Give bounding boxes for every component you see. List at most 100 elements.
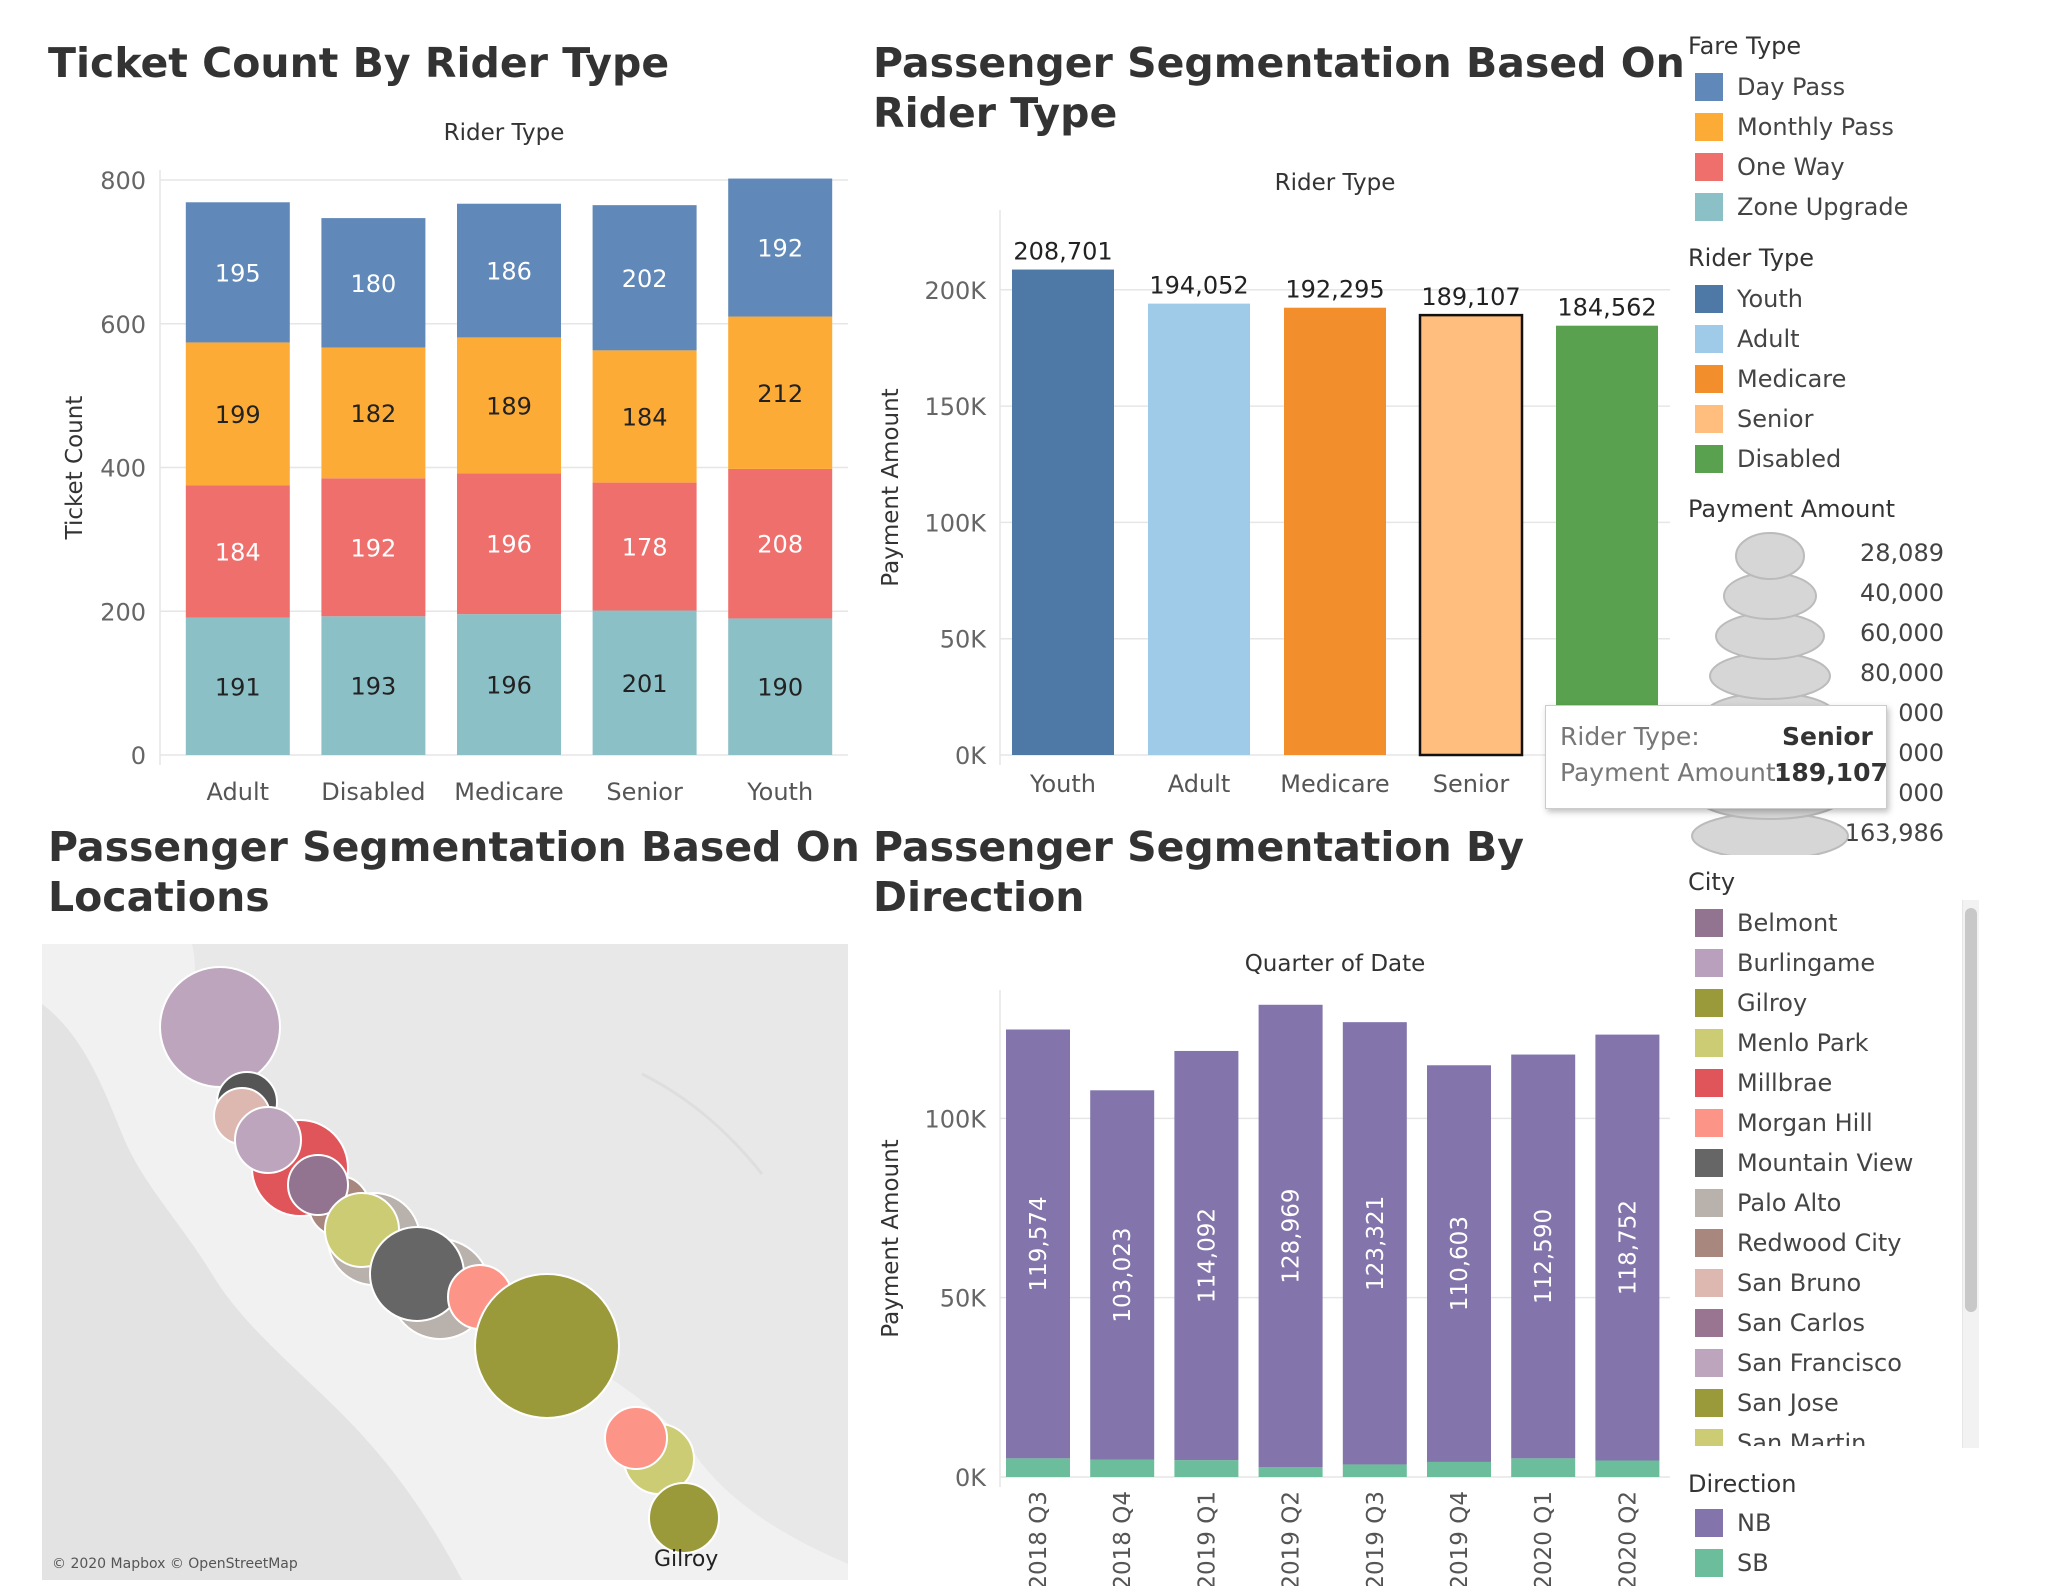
bar-senior-monthly-pass[interactable] — [592, 350, 697, 483]
bar-disabled-monthly-pass[interactable] — [321, 347, 426, 479]
legend-city-gilroy[interactable]: Gilroy — [1695, 988, 1807, 1018]
bar-2019-q4-sb[interactable] — [1427, 1461, 1491, 1477]
map-bubble-san-francisco[interactable] — [159, 966, 281, 1088]
legend-rider-disabled[interactable]: Disabled — [1695, 444, 1841, 474]
bar-senior-day-pass[interactable] — [592, 205, 697, 351]
bar-senior[interactable] — [1418, 313, 1524, 757]
legend-city-san-bruno[interactable]: San Bruno — [1695, 1268, 1861, 1298]
bar-medicare-zone-upgrade[interactable] — [457, 614, 561, 755]
legend-city-millbrae[interactable]: Millbrae — [1695, 1068, 1832, 1098]
legend-city-mountain-view[interactable]: Mountain View — [1695, 1148, 1913, 1178]
bar-disabled-day-pass[interactable] — [321, 218, 426, 348]
map-bubble-gilroy[interactable] — [648, 1482, 720, 1554]
data-label: 196 — [486, 672, 532, 700]
bar-adult-day-pass[interactable] — [185, 202, 290, 343]
x-tick-2018-q4: 2018 Q4 — [1110, 1491, 1136, 1586]
legend-rider-adult[interactable]: Adult — [1695, 324, 1800, 354]
legend-city-belmont[interactable]: Belmont — [1695, 908, 1838, 938]
legend-direction-nb[interactable]: NB — [1695, 1508, 1771, 1538]
chart3-title-line1: Passenger Segmentation Based On — [48, 823, 860, 871]
data-label: 112,590 — [1531, 1209, 1557, 1304]
bar-medicare[interactable] — [1284, 307, 1386, 755]
size-legend-label: 40,000 — [1860, 579, 1944, 607]
bar-2019-q3-nb[interactable] — [1342, 1022, 1407, 1465]
legend-swatch — [1695, 285, 1723, 313]
bar-2019-q2-nb[interactable] — [1258, 1004, 1323, 1468]
data-label: 114,092 — [1194, 1208, 1220, 1303]
bar-medicare-one-way[interactable] — [457, 473, 561, 615]
map-bubble-burlingame[interactable] — [234, 1106, 302, 1174]
bar-youth-day-pass[interactable] — [728, 178, 833, 317]
legend-fare-day-pass[interactable]: Day Pass — [1695, 72, 1845, 102]
bar-youth-monthly-pass[interactable] — [728, 316, 833, 469]
bar-2018-q3-sb[interactable] — [1006, 1458, 1070, 1477]
scrollbar-thumb[interactable] — [1965, 908, 1977, 1312]
map-bubble-morgan-hill[interactable] — [604, 1406, 668, 1470]
bar-2020-q2-nb[interactable] — [1595, 1034, 1660, 1461]
bar-adult-zone-upgrade[interactable] — [185, 617, 290, 755]
bar-2019-q3-sb[interactable] — [1342, 1464, 1407, 1477]
legend-label: Palo Alto — [1737, 1189, 1842, 1217]
bar-adult-monthly-pass[interactable] — [185, 342, 290, 486]
legend-rider-medicare[interactable]: Medicare — [1695, 364, 1846, 394]
legend-fare-zone-upgrade[interactable]: Zone Upgrade — [1695, 192, 1908, 222]
legend-city-morgan-hill[interactable]: Morgan Hill — [1695, 1108, 1873, 1138]
bar-2019-q1-nb[interactable] — [1174, 1050, 1239, 1461]
legend-rider-senior[interactable]: Senior — [1695, 404, 1813, 434]
bar-2018-q4-sb[interactable] — [1090, 1459, 1155, 1477]
bar-medicare-day-pass[interactable] — [457, 203, 561, 338]
bar-disabled[interactable] — [1556, 325, 1658, 755]
legend-label: SB — [1737, 1549, 1769, 1577]
legend-city-san-francisco[interactable]: San Francisco — [1695, 1348, 1902, 1378]
data-label: 103,023 — [1110, 1227, 1136, 1322]
bar-2019-q4-nb[interactable] — [1427, 1065, 1491, 1462]
legend-label: San Carlos — [1737, 1309, 1865, 1337]
legend-city-san-jose[interactable]: San Jose — [1695, 1388, 1839, 1418]
bar-2019-q1-sb[interactable] — [1174, 1460, 1239, 1477]
legend-swatch — [1695, 365, 1723, 393]
data-label: 184 — [215, 539, 261, 567]
legend-city-palo-alto[interactable]: Palo Alto — [1695, 1188, 1841, 1218]
map-bubble-san-jose[interactable] — [474, 1273, 620, 1419]
legend-swatch — [1695, 1309, 1723, 1337]
bar-2018-q4-nb[interactable] — [1090, 1090, 1155, 1460]
data-label: 184 — [622, 403, 668, 431]
legend-city-menlo-park[interactable]: Menlo Park — [1695, 1028, 1869, 1058]
legend-rider-youth[interactable]: Youth — [1695, 284, 1803, 314]
bar-2020-q2-sb[interactable] — [1595, 1460, 1660, 1477]
bar-youth-zone-upgrade[interactable] — [728, 618, 833, 755]
tooltip-value-rider: Senior — [1782, 722, 1873, 751]
bar-youth[interactable] — [1012, 269, 1114, 755]
city-legend-scrollbar[interactable] — [1962, 900, 1979, 1448]
payment-by-quarter-chart[interactable]: Quarter of Date 0K 50K 100K Payment Amount 11… — [860, 940, 1680, 1586]
legend-direction-sb[interactable]: SB — [1695, 1548, 1769, 1578]
legend-fare-one-way[interactable]: One Way — [1695, 152, 1845, 182]
legend-swatch — [1695, 405, 1723, 433]
bar-disabled-zone-upgrade[interactable] — [321, 616, 426, 755]
location-map[interactable]: Gilroy © 2020 Mapbox © OpenStreetMap — [42, 944, 848, 1580]
ticket-count-chart[interactable]: Rider Type 0 200 400 600 800 Ticket Count 191 18… — [0, 110, 860, 810]
bar-youth-one-way[interactable] — [728, 468, 833, 619]
data-label: 202 — [622, 265, 668, 293]
x-tick-youth: Youth — [1029, 770, 1096, 798]
legend-swatch — [1695, 989, 1723, 1017]
bar-2020-q1-sb[interactable] — [1511, 1458, 1576, 1477]
bar-medicare-monthly-pass[interactable] — [457, 337, 561, 474]
legend-city-redwood-city[interactable]: Redwood City — [1695, 1228, 1902, 1258]
bar-2019-q2-sb[interactable] — [1258, 1467, 1323, 1477]
bar-adult-one-way[interactable] — [185, 485, 290, 618]
bar-senior-one-way[interactable] — [592, 482, 697, 611]
bar-senior-zone-upgrade[interactable] — [592, 610, 697, 755]
legend-city-san-carlos[interactable]: San Carlos — [1695, 1308, 1865, 1338]
bar-adult[interactable] — [1148, 303, 1250, 755]
map-bubble-belmont[interactable] — [287, 1154, 349, 1216]
map-bubbles[interactable] — [159, 966, 720, 1554]
size-legend-label: 163,986 — [1845, 819, 1944, 847]
legend-fare-monthly-pass[interactable]: Monthly Pass — [1695, 112, 1894, 142]
bar-2018-q3-nb[interactable] — [1006, 1029, 1070, 1459]
data-label: 192,295 — [1285, 276, 1384, 304]
bar-2020-q1-nb[interactable] — [1511, 1054, 1576, 1459]
legend-city-burlingame[interactable]: Burlingame — [1695, 948, 1875, 978]
legend-swatch — [1695, 1349, 1723, 1377]
bar-disabled-one-way[interactable] — [321, 478, 426, 617]
